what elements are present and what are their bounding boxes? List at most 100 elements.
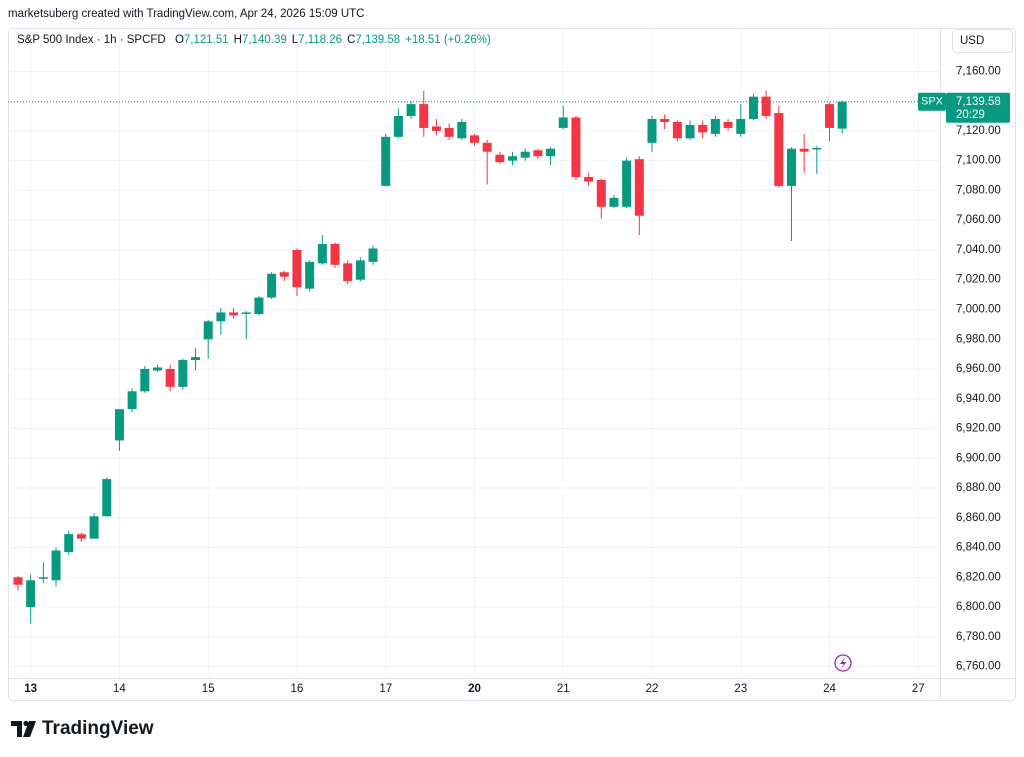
y-tick-label: 6,940.00	[956, 393, 1001, 405]
candle-body	[748, 96, 758, 119]
ohlc-key: O	[175, 34, 184, 46]
event-icon-bolt	[840, 657, 847, 669]
candle-body	[241, 312, 251, 314]
ohlc-key: C	[347, 34, 355, 46]
y-tick-label: 7,040.00	[956, 244, 1001, 256]
x-tick-label: 16	[291, 683, 304, 695]
currency-box[interactable]	[952, 29, 1013, 53]
candle-body	[191, 357, 201, 361]
candle-body	[469, 135, 479, 143]
candle-body	[482, 142, 492, 152]
candle-body	[89, 516, 99, 539]
x-tick-label: 15	[202, 683, 215, 695]
candle-body	[26, 580, 36, 608]
candle-body	[660, 118, 670, 122]
currency[interactable]: USD	[960, 35, 984, 47]
candle-body	[76, 534, 86, 539]
x-tick-label: 13	[24, 683, 37, 695]
candle-body	[786, 148, 796, 186]
symbol: S&P 500 Index · 1h · SPCFD	[17, 34, 166, 46]
candle-body	[305, 261, 315, 289]
candle-body	[127, 391, 137, 410]
logo-slash	[23, 721, 36, 737]
candle-body	[152, 367, 162, 371]
x-tick-label: 24	[823, 683, 836, 695]
chart-frame	[8, 28, 1016, 701]
y-tick-label: 7,080.00	[956, 184, 1001, 196]
last-price-box	[946, 92, 1010, 123]
candle-body	[292, 249, 302, 288]
candle-body	[533, 150, 543, 157]
candle-body	[64, 534, 74, 553]
symbol-legend: S&P 500 Index · 1h · SPCFD O7,121.51 H7,1…	[17, 34, 491, 46]
candle-body	[558, 117, 568, 128]
candle-body	[736, 118, 746, 134]
candle-body	[495, 154, 505, 163]
candle-body	[165, 368, 175, 387]
y-tick-label: 7,060.00	[956, 214, 1001, 226]
symbol-tag-box	[918, 92, 946, 111]
ohlc-value: 7,139.58	[355, 34, 400, 46]
candle-body	[368, 248, 378, 262]
change: +18.51 (+0.26%)	[405, 34, 491, 46]
candle-body	[355, 260, 365, 280]
brand-logo	[11, 720, 36, 737]
candle-body	[571, 117, 581, 178]
candle-body	[343, 263, 353, 282]
y-tick-label: 7,100.00	[956, 155, 1001, 167]
y-tick-label: 6,880.00	[956, 482, 1001, 494]
candle-body	[799, 148, 809, 152]
credit: marketsuberg created with TradingView.co…	[8, 8, 364, 20]
x-tick-label: 20	[468, 683, 481, 695]
candle-body	[774, 113, 784, 186]
candle-body	[837, 101, 847, 129]
candle-body	[520, 151, 530, 158]
candle-body	[102, 479, 112, 517]
candle-body	[444, 127, 454, 137]
candle-body	[596, 180, 606, 207]
x-tick-label: 17	[379, 683, 392, 695]
y-tick-label: 7,020.00	[956, 274, 1001, 286]
candle-body	[381, 136, 391, 186]
candle-body	[546, 148, 556, 157]
y-tick-label: 6,980.00	[956, 333, 1001, 345]
candle-body	[229, 312, 239, 316]
brand: TradingView	[42, 718, 154, 739]
y-tick-label: 6,920.00	[956, 423, 1001, 435]
logo-dot	[23, 720, 29, 727]
candles	[13, 90, 847, 624]
event-icon[interactable]	[834, 654, 852, 672]
candle-body	[216, 312, 226, 322]
candle-body	[254, 297, 264, 314]
y-tick-label: 6,820.00	[956, 571, 1001, 583]
y-tick-label: 6,800.00	[956, 601, 1001, 613]
y-tick-label: 7,120.00	[956, 125, 1001, 137]
candle-body	[267, 273, 277, 298]
candle-body	[419, 104, 429, 128]
candle-body	[710, 118, 720, 134]
candle-body	[279, 272, 289, 277]
candle-body	[178, 360, 188, 387]
x-tick-label: 22	[646, 683, 659, 695]
candle-body	[393, 116, 403, 137]
candle-body	[406, 104, 416, 117]
x-tick-label: 14	[113, 683, 126, 695]
candle-body	[584, 177, 594, 182]
candle-body	[330, 243, 340, 265]
candle-body	[13, 577, 23, 585]
y-tick-label: 6,840.00	[956, 542, 1001, 554]
candle-body	[622, 160, 632, 207]
countdown: 20:29	[956, 109, 985, 121]
candle-body	[114, 409, 124, 441]
y-tick-label: 6,780.00	[956, 631, 1001, 643]
last-price-label: 7,139.58	[956, 96, 1001, 108]
candle-body	[723, 121, 733, 128]
x-tick-label: 27	[912, 683, 925, 695]
candle-body	[634, 159, 644, 216]
x-tick-label: 21	[557, 683, 570, 695]
candle-body	[672, 121, 682, 139]
ohlc-key: H	[234, 34, 242, 46]
y-tick-label: 6,900.00	[956, 452, 1001, 464]
candle-body	[457, 121, 467, 139]
